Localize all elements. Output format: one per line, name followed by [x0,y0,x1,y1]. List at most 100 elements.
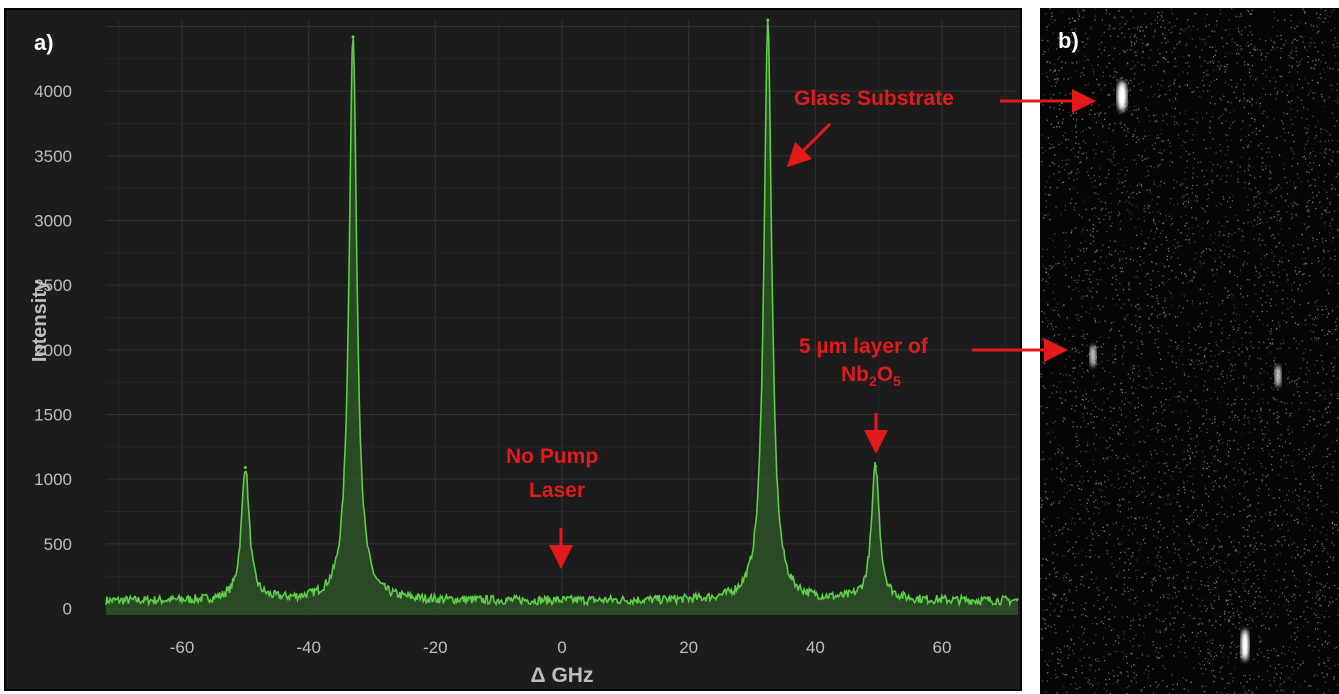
noise-pixel [1256,653,1258,655]
noise-pixel [1218,596,1220,598]
noise-pixel [1147,605,1149,607]
noise-pixel [1206,412,1208,414]
noise-pixel [1202,467,1205,470]
noise-pixel [1266,286,1268,288]
noise-pixel [1062,374,1065,376]
noise-pixel [1251,64,1253,67]
noise-pixel [1044,660,1047,662]
x-tick-label: 20 [679,638,698,657]
noise-pixel [1109,225,1112,227]
noise-pixel [1151,306,1153,308]
noise-pixel [1231,40,1233,42]
noise-pixel [1296,173,1299,175]
noise-pixel [1056,342,1058,345]
noise-pixel [1078,290,1080,292]
noise-pixel [1098,512,1100,514]
noise-pixel [1288,646,1291,648]
noise-pixel [1280,683,1282,685]
noise-pixel [1064,94,1067,96]
noise-pixel [1054,669,1057,671]
noise-pixel [1177,428,1179,431]
noise-pixel [1072,147,1075,150]
noise-pixel [1284,653,1286,655]
noise-pixel [1191,543,1193,545]
noise-pixel [1171,51,1173,53]
noise-pixel [1094,318,1096,320]
noise-pixel [1143,64,1145,66]
noise-pixel [1114,75,1116,77]
noise-pixel [1161,424,1163,426]
noise-pixel [1128,28,1130,30]
noise-pixel [1316,674,1318,676]
noise-pixel [1084,60,1087,62]
noise-pixel [1280,47,1282,49]
noise-pixel [1064,339,1067,341]
noise-pixel [1232,680,1234,682]
noise-pixel [1139,29,1141,31]
noise-pixel [1226,377,1228,379]
noise-pixel [1228,416,1231,419]
noise-pixel [1313,447,1315,449]
noise-pixel [1236,470,1239,472]
noise-pixel [1075,112,1077,114]
noise-pixel [1200,363,1202,365]
noise-pixel [1054,284,1056,286]
noise-pixel [1184,171,1186,174]
noise-pixel [1187,506,1189,508]
noise-pixel [1082,394,1084,396]
noise-pixel [1219,68,1221,70]
noise-pixel [1235,15,1237,18]
noise-pixel [1248,165,1251,167]
noise-pixel [1244,170,1246,172]
noise-pixel [1278,154,1280,156]
noise-pixel [1246,9,1248,11]
noise-pixel [1197,86,1199,89]
noise-pixel [1126,483,1128,485]
noise-pixel [1159,546,1161,548]
noise-pixel [1046,680,1048,682]
noise-pixel [1282,289,1284,292]
noise-pixel [1276,69,1278,71]
noise-pixel [1083,248,1085,250]
noise-pixel [1291,89,1294,91]
noise-pixel [1083,338,1086,340]
noise-pixel [1278,323,1280,325]
noise-pixel [1305,373,1307,375]
noise-pixel [1143,605,1146,607]
noise-pixel [1281,75,1283,78]
noise-pixel [1073,359,1075,362]
noise-pixel [1335,328,1338,330]
noise-pixel [1084,55,1086,57]
noise-pixel [1277,452,1279,454]
noise-pixel [1057,58,1059,60]
noise-pixel [1218,440,1220,442]
noise-pixel [1305,572,1308,574]
noise-pixel [1079,250,1082,252]
noise-pixel [1077,156,1079,158]
noise-pixel [1245,579,1247,582]
noise-pixel [1249,674,1251,676]
noise-pixel [1337,417,1339,419]
noise-pixel [1075,92,1078,94]
noise-pixel [1081,153,1083,155]
noise-pixel [1276,524,1279,527]
noise-pixel [1188,455,1190,457]
noise-pixel [1166,546,1168,549]
noise-pixel [1057,451,1060,453]
noise-pixel [1281,261,1283,263]
noise-pixel [1165,503,1167,505]
noise-pixel [1174,238,1176,241]
noise-pixel [1297,65,1299,67]
noise-pixel [1061,159,1064,161]
noise-pixel [1275,509,1277,511]
noise-pixel [1247,99,1249,101]
noise-pixel [1091,572,1093,574]
noise-pixel [1176,605,1178,607]
noise-pixel [1280,459,1282,461]
noise-pixel [1253,238,1255,240]
noise-pixel [1134,35,1136,38]
noise-pixel [1189,447,1192,449]
noise-pixel [1320,583,1322,586]
noise-pixel [1250,13,1253,15]
noise-pixel [1121,391,1123,394]
